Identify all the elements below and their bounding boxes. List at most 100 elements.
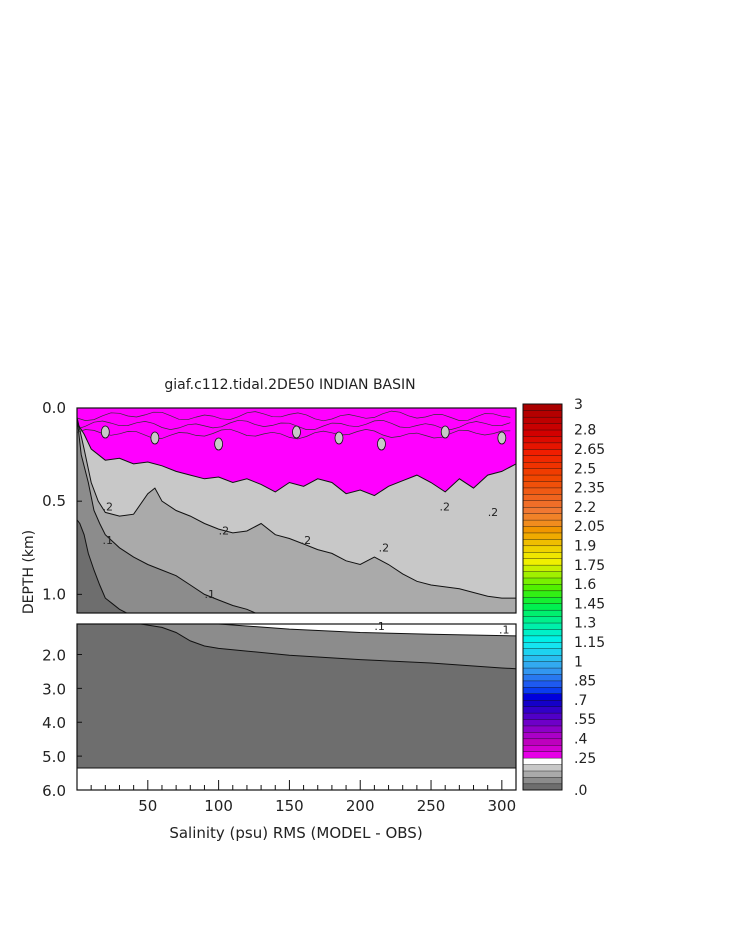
colorbar-label: 2.5 (574, 461, 596, 477)
colorbar-swatch (522, 783, 563, 791)
colorbar-swatch (522, 699, 563, 707)
y-tick-label: 0.5 (42, 492, 66, 510)
colorbar-swatch (522, 526, 563, 534)
magenta-band (77, 408, 516, 497)
magenta-hole (100, 425, 110, 439)
magenta-hole (497, 431, 507, 445)
x-tick-label: 50 (138, 797, 157, 815)
colorbar-swatch (522, 474, 563, 482)
contour-label: .1 (374, 620, 385, 633)
fill-lower-0.05 (77, 624, 516, 768)
colorbar-swatch (522, 551, 563, 559)
colorbar-swatch (522, 635, 563, 643)
colorbar-swatch (522, 493, 563, 502)
colorbar-swatch (522, 712, 563, 720)
colorbar-swatch (522, 545, 563, 553)
colorbar-swatch (522, 564, 563, 572)
contour-label: .2 (488, 506, 499, 519)
chart-title: giaf.c112.tidal.2DE50 INDIAN BASIN (164, 377, 415, 393)
colorbar-swatch (522, 532, 563, 540)
x-tick-label: 150 (275, 797, 304, 815)
colorbar-label: 2.65 (574, 442, 605, 458)
colorbar-label: 1.45 (574, 596, 605, 612)
colorbar-swatch (522, 764, 563, 772)
colorbar-swatch (522, 429, 563, 437)
fill-level-0.1 (77, 417, 256, 613)
colorbar-swatch (522, 583, 563, 592)
colorbar-swatch (522, 776, 563, 785)
contour-0.05 (77, 519, 127, 613)
colorbar-swatch (522, 571, 563, 579)
lower-frame (76, 623, 517, 791)
colorbar-swatch (522, 738, 563, 746)
colorbar: 3 2.8 2.65 2.5 2.35 2.2 2.05 1.9 1.75 1.6 1.45 1.3 1… (522, 397, 605, 799)
colorbar-swatch (522, 435, 563, 444)
magenta-inner-contour (77, 428, 511, 440)
colorbar-swatch (522, 744, 563, 752)
colorbar-swatch (522, 628, 563, 637)
x-axis-label: Salinity (psu) RMS (MODEL - OBS) (169, 824, 422, 842)
colorbar-label: 1 (574, 654, 583, 670)
colorbar-swatch (522, 481, 563, 489)
colorbar-swatch (522, 590, 563, 598)
colorbar-label: .0 (574, 783, 587, 799)
colorbar-swatch (522, 538, 563, 547)
colorbar-label: 2.8 (574, 423, 596, 439)
axes: .2 .2 .2 .2 .2 .2 .1 .1 .1 .1 0.0 0.5 1.0 2.0 3.0 4.0 5.… (42, 399, 517, 815)
colorbar-label: 2.2 (574, 500, 596, 516)
colorbar-swatch (522, 577, 563, 585)
colorbar-swatch (522, 622, 563, 630)
magenta-hole (292, 425, 301, 439)
colorbar-label: 1.9 (574, 539, 596, 555)
colorbar-swatch (522, 461, 563, 469)
contour-0.1 (77, 417, 256, 613)
colorbar-swatch (522, 558, 563, 566)
colorbar-label: .7 (574, 693, 587, 709)
colorbar-swatch (522, 680, 563, 688)
colorbar-swatch (522, 513, 563, 521)
magenta-hole (440, 425, 450, 439)
y-tick-label: 0.0 (42, 399, 66, 417)
colorbar-swatch (522, 423, 563, 431)
colorbar-swatch (522, 731, 563, 740)
colorbar-swatch (522, 410, 563, 418)
colorbar-swatch (522, 648, 563, 656)
colorbar-label: .25 (574, 751, 596, 767)
contour-label: .2 (301, 534, 312, 547)
y-tick-label: 2.0 (42, 646, 66, 664)
contour-label: .1 (499, 624, 510, 637)
colorbar-swatch (522, 706, 563, 714)
lower-panel (77, 624, 516, 790)
colorbar-label: 3 (574, 397, 583, 413)
contour-label: .1 (103, 534, 114, 547)
y-tick-label: 4.0 (42, 714, 66, 732)
y-axis-label: DEPTH (km) (21, 530, 37, 614)
x-tick-label: 250 (417, 797, 446, 815)
colorbar-swatch (522, 403, 563, 411)
colorbar-swatch (522, 757, 563, 765)
colorbar-swatch (522, 751, 563, 759)
fill-level-0.2 (77, 417, 516, 613)
colorbar-label: .85 (574, 674, 596, 690)
magenta-inner-contour (77, 419, 511, 430)
colorbar-label: 1.3 (574, 616, 596, 632)
colorbar-label: 1.75 (574, 558, 605, 574)
colorbar-swatch (522, 725, 563, 733)
colorbar-swatch (522, 448, 563, 456)
x-tick-label: 100 (204, 797, 233, 815)
colorbar-label: 2.35 (574, 481, 605, 497)
upper-frame (76, 407, 517, 614)
colorbar-swatch (522, 641, 563, 649)
contour-lower-0.05 (77, 624, 516, 670)
fill-level-0.05 (77, 519, 127, 613)
contour-label: .1 (205, 588, 216, 601)
x-tick-label: 300 (488, 797, 517, 815)
y-tick-label: 6.0 (42, 782, 66, 800)
colorbar-swatch (522, 442, 563, 450)
colorbar-swatch (522, 667, 563, 675)
contour-0.2 (77, 417, 516, 599)
colorbar-label: 1.6 (574, 577, 596, 593)
colorbar-swatch (522, 500, 563, 508)
